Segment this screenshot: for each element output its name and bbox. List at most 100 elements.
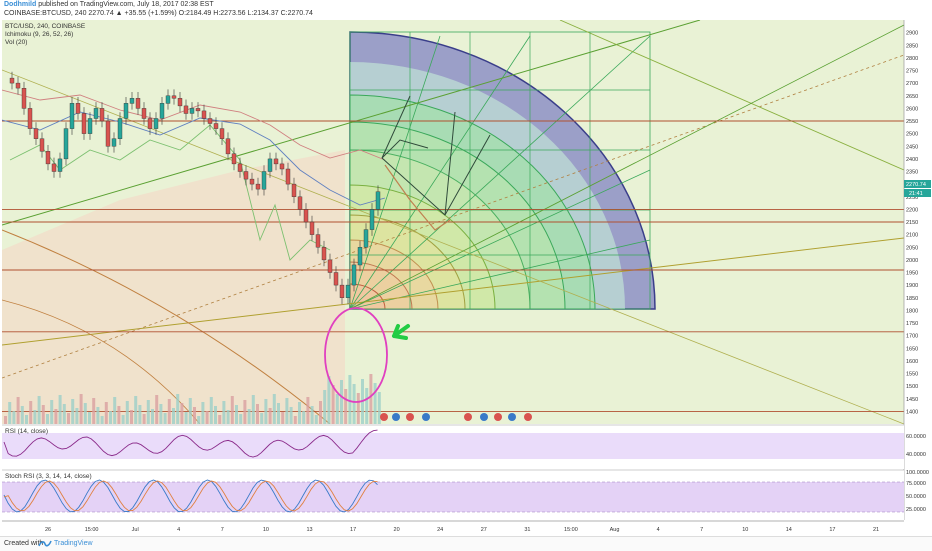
- candle-body: [237, 163, 243, 172]
- candle-body: [81, 113, 87, 134]
- candle-body: [297, 196, 303, 210]
- volume-bar: [62, 404, 66, 424]
- legend-symbol: BTC/USD, 240, COINBASE: [5, 23, 86, 30]
- volume-bar: [327, 376, 331, 424]
- candle-body: [363, 229, 369, 248]
- chart-canvas[interactable]: BTC/USD, 240, COINBASE Ichimoku (9, 26, …: [0, 20, 932, 536]
- time-tick-label: 20: [394, 527, 400, 533]
- chart-header: Dodhmild published on TradingView.com, J…: [0, 0, 932, 20]
- volume-bar: [121, 415, 125, 424]
- volume-bars: [4, 374, 381, 424]
- price-tick-label: 2650: [906, 94, 918, 100]
- candle-body: [141, 108, 147, 119]
- candle-body: [9, 77, 15, 84]
- volume-bar: [151, 409, 154, 424]
- price-tick-label: 2150: [906, 220, 918, 226]
- trend-lines: [2, 20, 904, 424]
- volume-bar: [260, 413, 264, 424]
- price-tick-label: 2400: [906, 157, 918, 163]
- price-tick-label: 2200: [906, 207, 918, 213]
- price-tick-label: 2450: [906, 144, 918, 150]
- time-axis[interactable]: [2, 521, 904, 535]
- volume-bar: [306, 397, 310, 424]
- candle-body: [219, 128, 225, 139]
- volume-bar: [100, 416, 104, 424]
- green-arrow-icon: [392, 324, 410, 340]
- rsi-label: RSI (14, close): [5, 428, 48, 435]
- volume-bar: [12, 411, 16, 424]
- time-tick-label: 14: [786, 527, 792, 533]
- volume-bar: [281, 412, 285, 424]
- volume-bar: [323, 390, 327, 424]
- volume-bar: [230, 396, 234, 424]
- footer: Created with TradingView: [0, 536, 932, 551]
- volume-bar: [71, 399, 75, 424]
- price-axis[interactable]: [904, 20, 932, 474]
- volume-bar: [348, 375, 352, 424]
- candle-body: [357, 247, 363, 266]
- candle-body: [69, 103, 75, 129]
- price-tick-label: 1400: [906, 409, 918, 415]
- volume-bar: [188, 398, 192, 424]
- volume-bar: [117, 406, 121, 424]
- price-tick-label: 1700: [906, 334, 918, 340]
- time-tick-label: 10: [742, 527, 748, 533]
- volume-bar: [310, 406, 314, 424]
- price-tick-label: 2350: [906, 170, 918, 176]
- current-price-badge: [904, 180, 931, 188]
- time-tick-label: 4: [177, 527, 180, 533]
- price-tick-label: 2500: [906, 132, 918, 138]
- candle-body: [111, 138, 117, 147]
- price-tick-label: 2600: [906, 106, 918, 112]
- candle-body: [99, 108, 105, 122]
- volume-bar: [377, 392, 381, 424]
- volume-bar: [8, 402, 12, 424]
- volume-bar: [264, 399, 268, 424]
- volume-bar: [335, 394, 339, 424]
- event-markers: [380, 413, 532, 421]
- candle-body: [153, 118, 159, 129]
- price-tick-label: 1500: [906, 384, 918, 390]
- volume-bar: [352, 384, 356, 424]
- volume-bar: [54, 409, 58, 424]
- price-tick-label: 2550: [906, 119, 918, 125]
- time-tick-label: 7: [221, 527, 224, 533]
- candle-body: [117, 118, 123, 139]
- publish-line: Dodhmild published on TradingView.com, J…: [4, 1, 214, 8]
- volume-bar: [67, 413, 70, 424]
- candle-body: [63, 128, 69, 160]
- candle-body: [315, 234, 321, 248]
- volume-bar: [83, 403, 87, 424]
- candle-body: [279, 163, 285, 170]
- candle-body: [75, 103, 81, 114]
- price-tick-label: 2000: [906, 258, 918, 264]
- stoch-tick-75: 75.0000: [906, 481, 926, 487]
- candle-body: [261, 171, 267, 190]
- footer-created-with: Created with: [4, 540, 44, 547]
- candle-body: [165, 95, 171, 104]
- candle-body: [129, 98, 135, 104]
- volume-bar: [226, 410, 230, 424]
- candle-body: [231, 153, 237, 165]
- tradingview-logo-icon[interactable]: [38, 539, 52, 548]
- author-name[interactable]: Dodhmild: [4, 1, 37, 8]
- time-tick-label: 17: [829, 527, 835, 533]
- volume-bar: [134, 396, 138, 424]
- stoch-k-line: [3, 479, 378, 513]
- candle-body: [369, 209, 375, 230]
- candle-body: [351, 264, 357, 286]
- candle-body: [285, 168, 291, 185]
- volume-bar: [88, 412, 91, 424]
- volume-bar: [340, 380, 343, 424]
- time-axis-ticks: 26 15:00 Jul 4 7 10 13 17 20 24 27 31 15:00 Aug 4 7 10 14…: [45, 527, 879, 533]
- volume-bar: [58, 395, 62, 424]
- time-tick-label: 7: [700, 527, 703, 533]
- volume-bar: [272, 394, 276, 424]
- volume-bar: [222, 401, 226, 424]
- volume-bar: [167, 399, 171, 424]
- volume-bar: [37, 396, 41, 424]
- price-tick-label: 2050: [906, 245, 918, 251]
- footer-brand[interactable]: TradingView: [54, 540, 93, 547]
- volume-bar: [130, 410, 133, 424]
- candle-body: [105, 120, 111, 147]
